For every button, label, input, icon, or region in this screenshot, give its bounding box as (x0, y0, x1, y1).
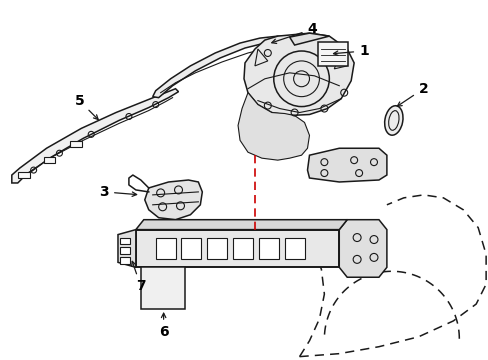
Polygon shape (339, 220, 386, 277)
Bar (207, 238, 226, 260)
Polygon shape (118, 230, 136, 267)
Polygon shape (307, 148, 386, 182)
Bar (120, 238, 130, 244)
Bar (155, 238, 175, 260)
Bar (43, 157, 55, 163)
Polygon shape (136, 220, 346, 230)
Polygon shape (152, 36, 299, 98)
Bar (70, 141, 82, 147)
FancyBboxPatch shape (318, 42, 347, 66)
Polygon shape (244, 33, 353, 116)
Text: 6: 6 (159, 313, 168, 339)
Bar (141, 267, 185, 309)
Text: 4: 4 (271, 22, 317, 44)
Text: 5: 5 (74, 94, 98, 120)
Text: 3: 3 (99, 185, 136, 199)
Polygon shape (289, 33, 328, 45)
Bar (284, 238, 304, 260)
Polygon shape (144, 180, 202, 220)
Bar (120, 247, 130, 255)
Bar (233, 238, 252, 260)
Text: 1: 1 (333, 44, 368, 58)
Ellipse shape (384, 106, 402, 135)
Polygon shape (12, 89, 178, 183)
Text: 7: 7 (131, 261, 145, 293)
Bar (120, 257, 130, 264)
Bar (18, 172, 30, 178)
Text: 2: 2 (396, 82, 427, 106)
Bar (181, 238, 201, 260)
Bar (258, 238, 278, 260)
Polygon shape (238, 93, 309, 160)
Bar (136, 230, 339, 267)
